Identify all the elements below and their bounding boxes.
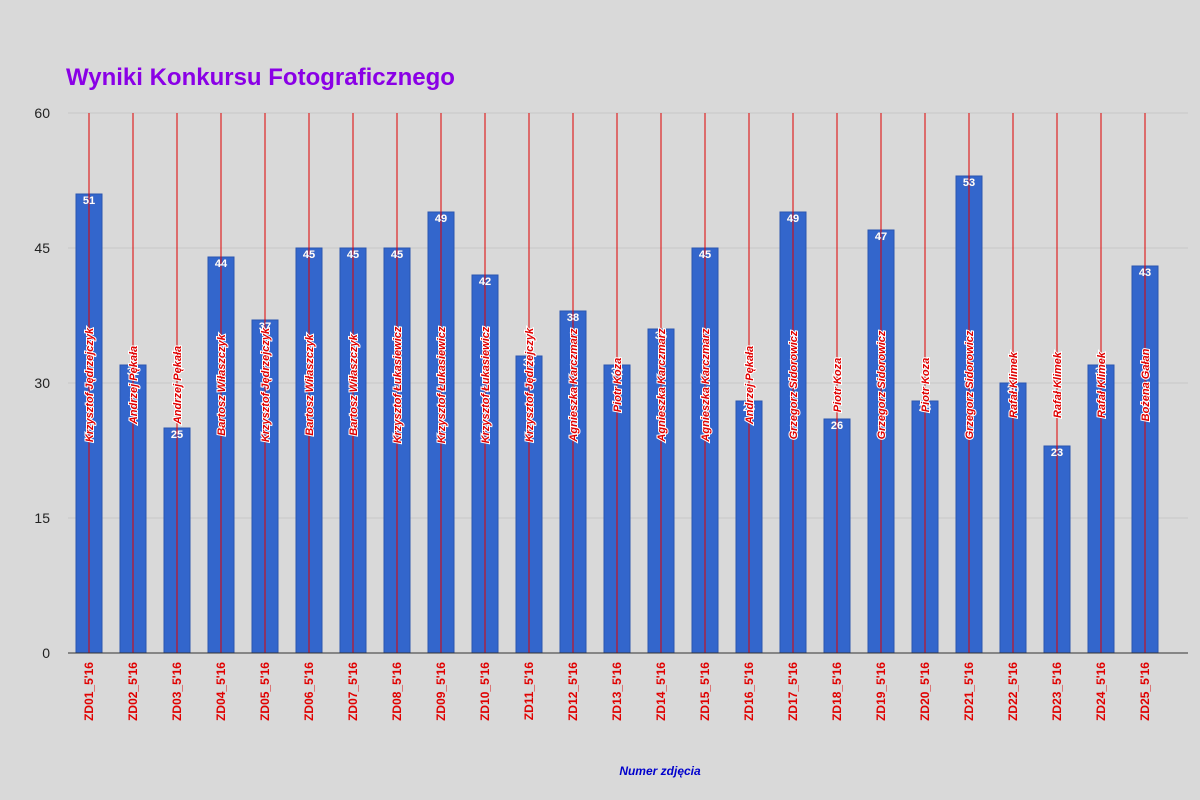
value-label: 49 — [787, 213, 799, 225]
x-tick-label: ZD24_5'16 — [1094, 662, 1108, 721]
author-lines — [88, 113, 1146, 653]
x-tick-label: ZD07_5'16 — [346, 662, 360, 721]
value-label: 49 — [435, 213, 447, 225]
y-tick-label: 45 — [34, 240, 50, 256]
value-label: 45 — [699, 249, 711, 261]
author-label: Piotr Koza — [612, 358, 624, 412]
value-label: 28 — [919, 402, 931, 414]
author-label: Agnieszka Karczmarz — [568, 328, 580, 443]
x-tick-label: ZD13_5'16 — [610, 662, 624, 721]
x-tick-label: ZD19_5'16 — [874, 662, 888, 721]
y-tick-label: 60 — [34, 105, 50, 121]
value-label: 25 — [171, 429, 183, 441]
author-label: Krzysztof Łukasiewicz — [480, 326, 492, 443]
author-label: Andrzej Pękała — [172, 346, 184, 425]
value-label: 28 — [743, 402, 755, 414]
x-tick-label: ZD03_5'16 — [170, 662, 184, 721]
chart-title: Wyniki Konkursu Fotograficznego — [66, 64, 455, 91]
x-tick-label: ZD22_5'16 — [1006, 662, 1020, 721]
x-tick-label: ZD08_5'16 — [390, 662, 404, 721]
author-label: Andrzej Pękała — [128, 346, 140, 425]
value-label: 45 — [347, 249, 359, 261]
x-tick-label: ZD02_5'16 — [126, 662, 140, 721]
author-label: Krzysztof Jędrzejczyk — [260, 327, 272, 442]
x-tick-label: ZD01_5'16 — [82, 662, 96, 721]
value-label: 32 — [127, 366, 139, 378]
author-label: Bartosz Wiłaszczyk — [348, 333, 360, 435]
author-label: Agnieszka Karczmarz — [700, 328, 712, 443]
author-label: Krzysztof Łukasiewicz — [392, 326, 404, 443]
value-label: 53 — [963, 177, 975, 189]
axes: 0 15 30 45 60 ZD01_5'16 ZD02_5'16 ZD03_5'16 ZD04… — [34, 105, 1188, 721]
x-tick-label: ZD18_5'16 — [830, 662, 844, 721]
x-tick-label: ZD05_5'16 — [258, 662, 272, 721]
x-tick-label: ZD25_5'16 — [1138, 662, 1152, 721]
value-label: 36 — [655, 330, 667, 342]
y-tick-label: 15 — [34, 510, 50, 526]
value-label: 45 — [391, 249, 403, 261]
value-label: 32 — [611, 366, 623, 378]
x-tick-label: ZD09_5'16 — [434, 662, 448, 721]
author-label: Bartosz Wiłaszczyk — [216, 333, 228, 435]
value-label: 43 — [1139, 267, 1151, 279]
x-tick-label: ZD04_5'16 — [214, 662, 228, 721]
author-label: Krzysztof Jędrzejczyk — [524, 327, 536, 442]
author-label: Piotr Koza — [832, 358, 844, 412]
value-label: 23 — [1051, 447, 1063, 459]
x-tick-label: ZD15_5'16 — [698, 662, 712, 721]
value-label: 47 — [875, 231, 887, 243]
author-label: Rafał Klimek — [1096, 351, 1108, 418]
author-label: Rafał Klimek — [1052, 351, 1064, 418]
value-label: 26 — [831, 420, 843, 432]
x-axis-label: Numer zdjęcia — [619, 764, 701, 778]
author-label: Bożena Gałan — [1140, 348, 1152, 421]
author-label: Andrzej Pękała — [744, 346, 756, 425]
author-label: Grzegorz Sidorowicz — [964, 330, 976, 439]
x-tick-label: ZD12_5'16 — [566, 662, 580, 721]
value-label: 32 — [1095, 366, 1107, 378]
value-label: 37 — [259, 321, 271, 333]
author-label: Grzegorz Sidorowicz — [876, 330, 888, 439]
y-tick-label: 0 — [42, 645, 50, 661]
value-label: 33 — [523, 357, 535, 369]
value-label: 44 — [215, 258, 228, 270]
value-label: 38 — [567, 312, 579, 324]
author-label: Agnieszka Karczmarz — [656, 328, 668, 443]
y-tick-label: 30 — [34, 375, 50, 391]
x-tick-label: ZD11_5'16 — [522, 662, 536, 721]
x-tick-label: ZD10_5'16 — [478, 662, 492, 721]
author-label: Krzysztof Łukasiewicz — [436, 326, 448, 443]
x-tick-label: ZD16_5'16 — [742, 662, 756, 721]
value-label: 42 — [479, 276, 491, 288]
x-tick-label: ZD20_5'16 — [918, 662, 932, 721]
x-tick-label: ZD14_5'16 — [654, 662, 668, 721]
value-label: 45 — [303, 249, 315, 261]
value-label: 51 — [83, 195, 95, 207]
author-label: Krzysztof Jędrzejczyk — [84, 327, 96, 442]
author-label: Bartosz Wiłaszczyk — [304, 333, 316, 435]
x-tick-label: ZD06_5'16 — [302, 662, 316, 721]
x-tick-label: ZD23_5'16 — [1050, 662, 1064, 721]
author-label: Rafał Klimek — [1008, 351, 1020, 418]
x-tick-label: ZD17_5'16 — [786, 662, 800, 721]
value-label: 30 — [1007, 384, 1019, 396]
author-label: Piotr Koza — [920, 358, 932, 412]
author-label: Grzegorz Sidorowicz — [788, 330, 800, 439]
x-tick-label: ZD21_5'16 — [962, 662, 976, 721]
